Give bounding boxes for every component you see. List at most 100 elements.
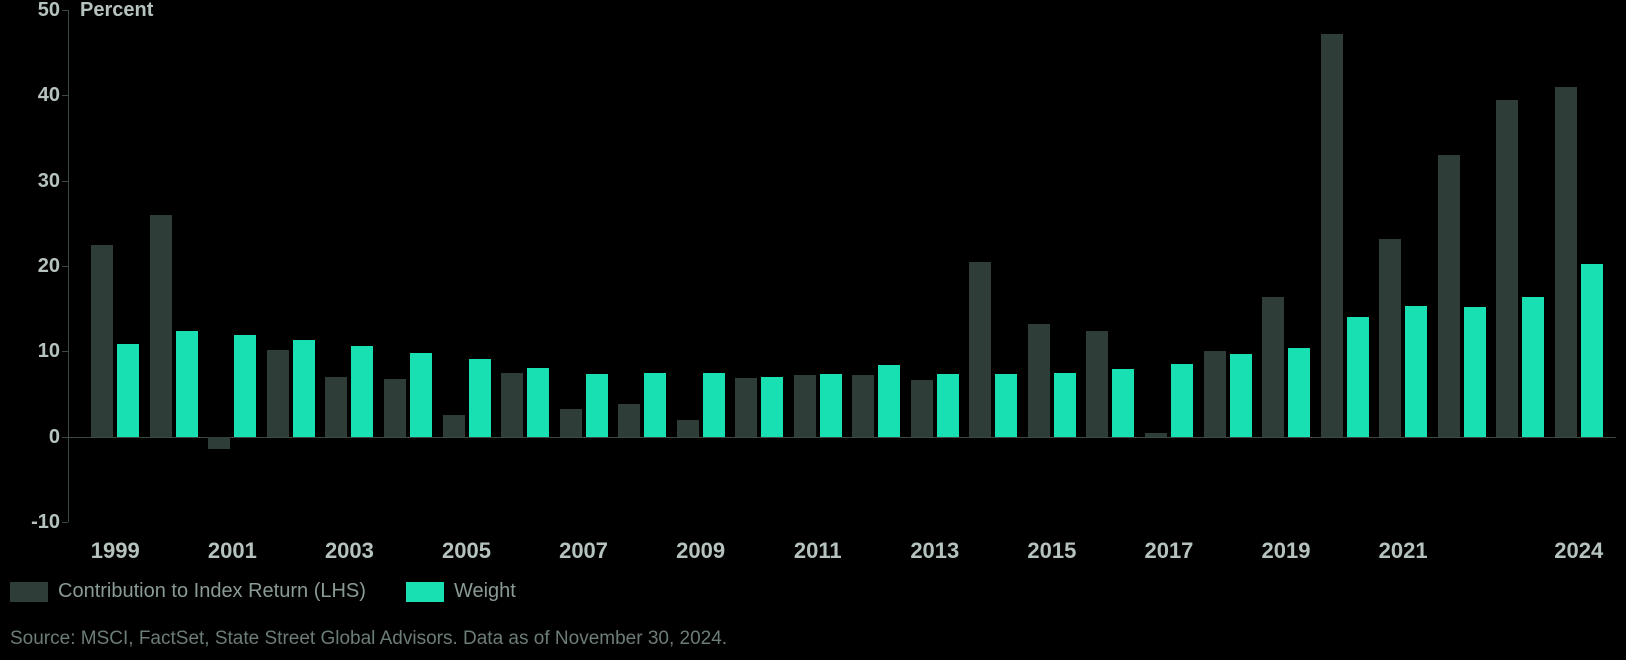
bar-weight <box>1054 373 1076 437</box>
y-tick-label: 30 <box>38 171 60 191</box>
bar-contribution <box>1496 100 1518 437</box>
x-tick-label: 2021 <box>1379 540 1428 562</box>
source-line: Source: MSCI, FactSet, State Street Glob… <box>10 628 727 650</box>
bar-contribution <box>1204 351 1226 436</box>
bar-contribution <box>794 375 816 436</box>
bar-contribution <box>150 215 172 437</box>
x-tick-label: 2019 <box>1262 540 1311 562</box>
bar-weight <box>1230 354 1252 437</box>
y-tick-label: 40 <box>38 85 60 105</box>
bar-group <box>618 10 666 522</box>
bar-group <box>911 10 959 522</box>
legend-item: Contribution to Index Return (LHS) <box>10 580 366 603</box>
bar-group <box>1028 10 1076 522</box>
bar-contribution <box>208 437 230 450</box>
legend-label: Contribution to Index Return (LHS) <box>58 580 366 603</box>
bar-weight <box>1405 306 1427 437</box>
bar-contribution <box>1379 239 1401 437</box>
bar-weight <box>469 359 491 437</box>
bar-group <box>1379 10 1427 522</box>
bar-contribution <box>969 262 991 437</box>
bar-weight <box>703 373 725 437</box>
y-axis-spine <box>68 10 69 522</box>
bar-weight <box>410 353 432 437</box>
bar-weight <box>1522 297 1544 437</box>
bar-group <box>501 10 549 522</box>
bar-contribution <box>267 350 289 437</box>
x-tick-label: 2017 <box>1144 540 1193 562</box>
bar-weight <box>878 365 900 437</box>
x-tick-label: 2007 <box>559 540 608 562</box>
index-contribution-chart: -10 0 10 20 30 40 50 Percent 1999 2001 2003 2005 200… <box>0 0 1626 660</box>
bar-group <box>1321 10 1369 522</box>
bar-weight <box>1171 364 1193 437</box>
bar-group <box>1496 10 1544 522</box>
x-tick-label: 2013 <box>910 540 959 562</box>
bar-contribution <box>384 379 406 436</box>
bar-group <box>208 10 256 522</box>
y-tick-label: -10 <box>31 512 60 532</box>
plot-area <box>68 10 1616 522</box>
bar-weight <box>117 344 139 437</box>
y-tick-label: 50 <box>38 0 60 20</box>
bar-contribution <box>735 378 757 437</box>
bar-contribution <box>560 409 582 436</box>
x-tick-label: 2015 <box>1027 540 1076 562</box>
bar-group <box>267 10 315 522</box>
bar-contribution <box>325 377 347 437</box>
bar-contribution <box>1555 87 1577 437</box>
bar-contribution <box>677 420 699 437</box>
x-tick-label: 2001 <box>208 540 257 562</box>
bar-weight <box>527 368 549 436</box>
bar-contribution <box>1262 297 1284 437</box>
x-tick-label: 2003 <box>325 540 374 562</box>
bar-contribution <box>91 245 113 437</box>
bar-weight <box>1581 264 1603 436</box>
bar-contribution <box>1028 324 1050 437</box>
bar-group <box>384 10 432 522</box>
bar-contribution <box>618 404 640 436</box>
x-tick-label: 2024 <box>1554 540 1603 562</box>
x-tick-label: 1999 <box>91 540 140 562</box>
bar-weight <box>820 374 842 436</box>
bar-weight <box>351 346 373 436</box>
bar-contribution <box>443 415 465 436</box>
bar-weight <box>586 374 608 436</box>
bar-group <box>1145 10 1193 522</box>
bar-group <box>1555 10 1603 522</box>
y-axis-title: Percent <box>80 0 153 20</box>
legend-label: Weight <box>454 580 516 603</box>
legend: Contribution to Index Return (LHS) Weight <box>10 580 516 603</box>
x-tick-label: 2011 <box>794 540 842 562</box>
bar-group <box>443 10 491 522</box>
bar-weight <box>1112 369 1134 436</box>
bar-group <box>969 10 1017 522</box>
bar-weight <box>937 374 959 436</box>
x-tick-label: 2009 <box>676 540 725 562</box>
bar-group <box>1204 10 1252 522</box>
bar-group <box>150 10 198 522</box>
bar-weight <box>176 331 198 437</box>
bar-contribution <box>911 380 933 436</box>
bar-weight <box>761 377 783 437</box>
bar-group <box>735 10 783 522</box>
bar-weight <box>644 373 666 437</box>
bar-contribution <box>1438 155 1460 437</box>
bar-group <box>1438 10 1486 522</box>
bar-weight <box>995 374 1017 436</box>
bar-group <box>1262 10 1310 522</box>
bar-weight <box>1347 317 1369 436</box>
y-tick-mark <box>62 522 68 523</box>
bar-group <box>91 10 139 522</box>
bar-group <box>852 10 900 522</box>
x-tick-label: 2005 <box>442 540 491 562</box>
bar-weight <box>1288 348 1310 437</box>
bar-group <box>560 10 608 522</box>
y-tick-label: 0 <box>49 427 60 447</box>
y-tick-label: 20 <box>38 256 60 276</box>
legend-swatch <box>406 582 444 602</box>
bar-weight <box>293 340 315 436</box>
y-tick-label: 10 <box>38 341 60 361</box>
legend-item: Weight <box>406 580 516 603</box>
bar-group <box>794 10 842 522</box>
